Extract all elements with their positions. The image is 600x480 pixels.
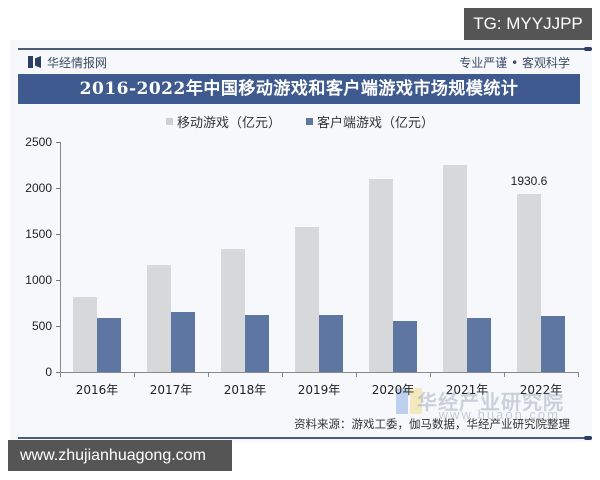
x-tick — [578, 372, 579, 377]
site-url-overlay: www.zhujianhuagong.com — [8, 440, 232, 471]
legend-label: 移动游戏（亿元） — [177, 116, 282, 131]
x-tick — [356, 372, 357, 377]
bottom-divider — [18, 436, 592, 440]
watermark-logo-icon — [410, 388, 422, 414]
y-tick-label: 500 — [31, 319, 52, 333]
brand: 华经情报网 — [28, 54, 107, 70]
x-tick — [282, 372, 283, 377]
y-axis — [60, 142, 61, 372]
legend-swatch-icon — [306, 118, 313, 125]
legend-swatch-icon — [166, 118, 173, 125]
y-tick-label: 0 — [45, 365, 52, 379]
legend: 移动游戏（亿元） 客户端游戏（亿元） — [0, 112, 600, 131]
y-tick-label: 2000 — [25, 181, 52, 195]
data-label: 1930.6 — [510, 174, 548, 189]
bar-mobile-2022年 — [517, 194, 541, 372]
brand-logo-icon — [28, 56, 41, 68]
top-divider — [18, 47, 592, 51]
bar-mobile-2019年 — [295, 226, 319, 372]
x-tick — [504, 372, 505, 377]
bar-client-2020年 — [393, 320, 417, 372]
bar-mobile-2018年 — [221, 248, 245, 372]
y-tick-label: 2500 — [25, 135, 52, 149]
y-tick — [56, 372, 60, 373]
x-tick-label: 2021年 — [445, 383, 489, 397]
x-tick — [430, 372, 431, 377]
bar-mobile-2021年 — [443, 164, 467, 372]
x-tick-label: 2019年 — [297, 383, 341, 397]
x-tick — [60, 372, 61, 377]
y-tick-label: 1500 — [25, 227, 52, 241]
x-tick — [208, 372, 209, 377]
x-tick-label: 2016年 — [75, 383, 119, 397]
watermark-logo-icon — [396, 388, 408, 414]
x-tick-label: 2022年 — [519, 383, 563, 397]
bar-client-2016年 — [97, 318, 121, 372]
bar-mobile-2017年 — [147, 265, 171, 372]
bar-mobile-2020年 — [369, 179, 393, 372]
y-tick — [56, 326, 60, 327]
y-tick — [56, 234, 60, 235]
bar-client-2022年 — [541, 315, 565, 372]
bar-client-2017年 — [171, 312, 195, 372]
y-tick-label: 1000 — [25, 273, 52, 287]
bar-client-2019年 — [319, 315, 343, 372]
bar-client-2018年 — [245, 314, 269, 372]
brand-name: 华经情报网 — [47, 55, 108, 70]
bar-mobile-2016年 — [73, 296, 97, 372]
x-tick-label: 2020年 — [371, 383, 415, 397]
x-tick — [134, 372, 135, 377]
y-tick — [56, 280, 60, 281]
motto: 专业严谨 • 客观科学 — [459, 56, 570, 70]
x-axis — [60, 372, 578, 373]
tag-overlay: TG: MYYJJPP — [464, 8, 592, 40]
x-tick-label: 2017年 — [149, 383, 193, 397]
source-note: 资料来源：游戏工委，伽马数据，华经产业研究院整理 — [294, 417, 570, 431]
chart-title: 2016-2022年中国移动游戏和客户端游戏市场规模统计 — [18, 74, 580, 104]
legend-item-mobile: 移动游戏（亿元） — [166, 112, 281, 131]
watermark-text: 华经产业研究院 — [417, 390, 564, 414]
bar-client-2021年 — [467, 317, 491, 372]
y-tick — [56, 188, 60, 189]
y-tick — [56, 142, 60, 143]
x-tick-label: 2018年 — [223, 383, 267, 397]
legend-label: 客户端游戏（亿元） — [317, 116, 435, 131]
legend-item-client: 客户端游戏（亿元） — [306, 112, 434, 131]
watermark-url: www.huaon.com — [438, 407, 560, 422]
